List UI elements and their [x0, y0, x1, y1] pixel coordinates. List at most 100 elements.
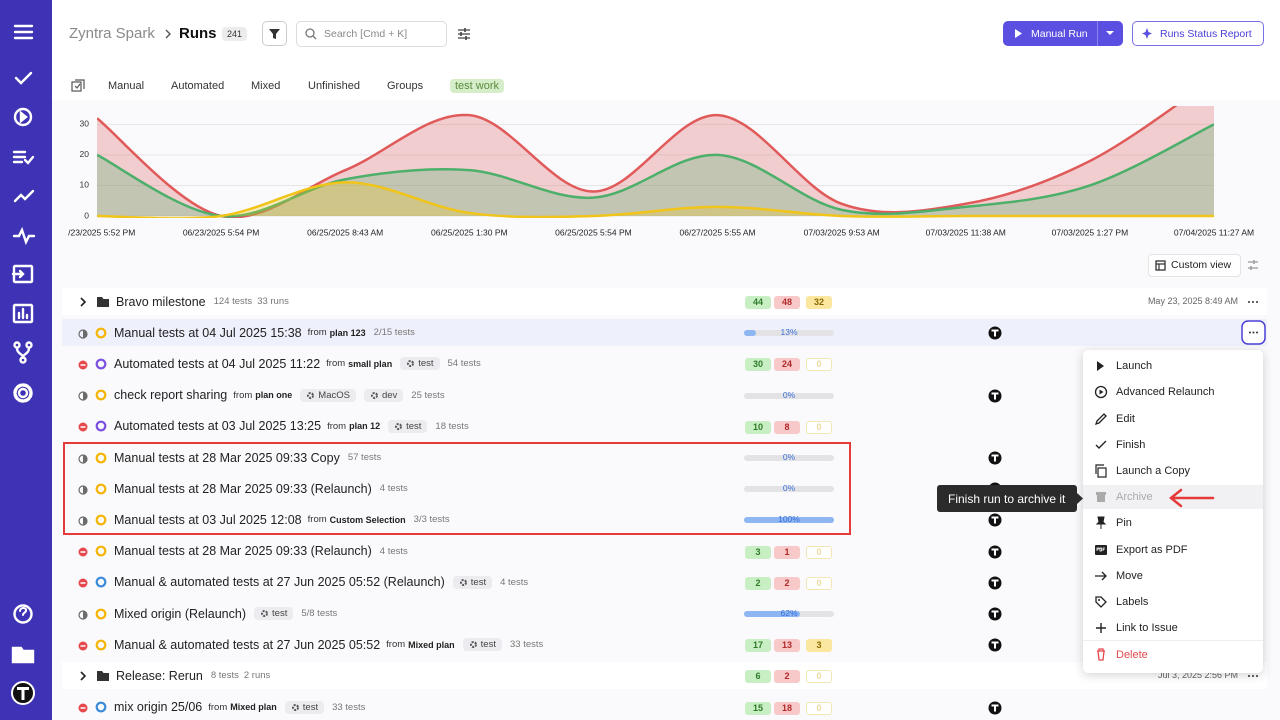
run-row[interactable]: Manual & automated tests at 27 Jun 2025 …: [62, 631, 1267, 658]
tab[interactable]: test work: [450, 79, 505, 93]
avatar-svg: [988, 638, 1002, 652]
more-button[interactable]: [1244, 293, 1262, 311]
stat-badge: 24: [774, 358, 800, 372]
run-count: 241: [222, 27, 248, 41]
search-icon: [305, 28, 317, 40]
run-row[interactable]: Automated tests at 03 Jul 2025 13:25 from…: [62, 413, 1267, 440]
type-icon: [95, 701, 107, 713]
avatar: [988, 607, 1002, 621]
x-labels: 06/23/2025 5:52 PM 06/23/2025 5:54 PM 06/2…: [68, 227, 1254, 237]
tag: test: [284, 700, 325, 714]
menu-item[interactable]: Advanced Relaunch: [1083, 380, 1263, 404]
more-button-svg: [1248, 301, 1258, 303]
run-tests: 2/15 tests: [373, 327, 415, 339]
menu-label: Launch: [1116, 360, 1153, 372]
menu-item[interactable]: Pin: [1083, 511, 1263, 535]
manual-run-button[interactable]: Manual Run: [1003, 21, 1123, 46]
menu-label: Move: [1116, 570, 1143, 582]
run-row[interactable]: mix origin 25/06 from Mixed plan test 33 tes…: [62, 694, 1267, 720]
search-box[interactable]: Search [Cmd + K]: [296, 21, 447, 47]
avatar-svg: [988, 389, 1002, 403]
run-row[interactable]: Manual tests at 28 Mar 2025 09:33 Copy 57…: [62, 444, 1267, 471]
menu-item[interactable]: Edit: [1083, 407, 1263, 431]
tab[interactable]: Unfinished: [308, 80, 360, 92]
avatar-svg: [988, 607, 1002, 621]
menu-icon-svg: [1096, 492, 1106, 502]
manual-run-label: Manual Run: [1031, 28, 1088, 40]
project-name[interactable]: Zyntra Spark: [69, 25, 155, 42]
tab[interactable]: Mixed: [251, 80, 281, 92]
status-icon-svg: [78, 422, 88, 432]
group-row[interactable]: Bravo milestone 124 tests 33 runs 44 48 32 May…: [62, 288, 1267, 315]
menu-item[interactable]: Link to Issue: [1083, 616, 1263, 640]
x-tick-label: 07/03/2025 9:53 AM: [804, 227, 880, 237]
menu-icon: [1094, 543, 1108, 557]
status-icon: [78, 453, 88, 464]
progress-label: 0%: [782, 389, 796, 400]
run-row[interactable]: check report sharing from plan one MacOS dev…: [62, 382, 1267, 409]
x-tick-label: 06/25/2025 1:30 PM: [431, 227, 508, 237]
status-icon-svg: [78, 609, 88, 620]
type-icon-svg: [95, 639, 107, 651]
tab[interactable]: Manual: [108, 80, 145, 92]
x-tick-label: 06/25/2025 5:54 PM: [555, 227, 632, 237]
context-menu: Launch Advanced Relaunch Edit Finish Launch …: [1083, 350, 1263, 673]
menu-item[interactable]: Launch a Copy: [1083, 459, 1263, 483]
menu-item[interactable]: Labels: [1083, 590, 1263, 614]
progress-label: 0%: [782, 483, 796, 494]
run-row[interactable]: Mixed origin (Relaunch) test 5/8 tests 62%: [62, 600, 1267, 627]
more-button-active-svg: [1241, 320, 1266, 345]
x-tick-label: 07/03/2025 11:38 AM: [926, 227, 1006, 237]
run-row[interactable]: Manual tests at 04 Jul 2025 15:38 from pla…: [62, 319, 1267, 347]
tag-label: test: [470, 576, 487, 588]
menu-icon-svg: [1097, 361, 1104, 371]
run-tests: 4 tests: [379, 545, 408, 557]
type-icon-svg: [95, 358, 107, 370]
source-plan: Mixed plan: [230, 702, 277, 713]
view-settings-icon[interactable]: [1247, 259, 1259, 271]
select-icon[interactable]: [71, 79, 85, 93]
status-icon: [78, 484, 88, 495]
more-button[interactable]: [1244, 667, 1262, 685]
run-row[interactable]: Manual tests at 28 Mar 2025 09:33 (Relau…: [62, 538, 1267, 565]
from-label: from: [233, 389, 253, 401]
settings-icon[interactable]: [457, 27, 471, 41]
tag-label: test: [406, 420, 422, 432]
dropdown-icon[interactable]: [1105, 30, 1115, 37]
menu-item[interactable]: Finish: [1083, 433, 1263, 457]
run-tests: 57 tests: [347, 452, 382, 463]
menu-item[interactable]: Delete: [1083, 643, 1263, 667]
stat-badge: 1: [774, 545, 800, 559]
filter-button[interactable]: [262, 21, 287, 46]
group-runs: 33 runs: [257, 296, 289, 307]
menu-item[interactable]: Launch: [1083, 354, 1263, 378]
gear-icon: [395, 422, 403, 430]
run-row[interactable]: Manual tests at 03 Jul 2025 12:08 from Cus…: [62, 506, 1267, 533]
group-runs: 2 runs: [243, 670, 271, 682]
sparkle-icon: [1142, 28, 1152, 39]
custom-view-button[interactable]: Custom view: [1148, 254, 1241, 277]
avatar: [988, 513, 1002, 527]
group-row[interactable]: Release: Rerun 8 tests 2 runs 6 2 0 Jul 3, 202…: [62, 662, 1267, 690]
tab[interactable]: Groups: [387, 80, 424, 92]
menu-item[interactable]: Export as PDF: [1083, 538, 1263, 562]
menu-separator: [1083, 640, 1263, 641]
menu-item[interactable]: Move: [1083, 564, 1263, 588]
more-button-active[interactable]: [1241, 320, 1266, 345]
status-icon-svg: [78, 360, 88, 370]
progress-track: [744, 486, 834, 493]
stat-badge: 17: [745, 639, 771, 653]
tab[interactable]: Automated: [171, 80, 225, 92]
run-row[interactable]: Manual & automated tests at 27 Jun 2025 …: [62, 569, 1267, 596]
report-button[interactable]: Runs Status Report: [1132, 21, 1264, 46]
type-icon-svg: [95, 389, 107, 401]
view-icon: [1155, 260, 1166, 271]
avatar-svg: [988, 545, 1002, 559]
area-fill: [97, 106, 1214, 218]
run-row[interactable]: Automated tests at 04 Jul 2025 11:22 from…: [62, 350, 1267, 377]
gear-icon: [407, 360, 415, 368]
tag: test: [400, 357, 440, 371]
status-icon-svg: [78, 453, 88, 464]
type-icon-svg: [95, 608, 107, 619]
folder-icon: [96, 296, 110, 308]
